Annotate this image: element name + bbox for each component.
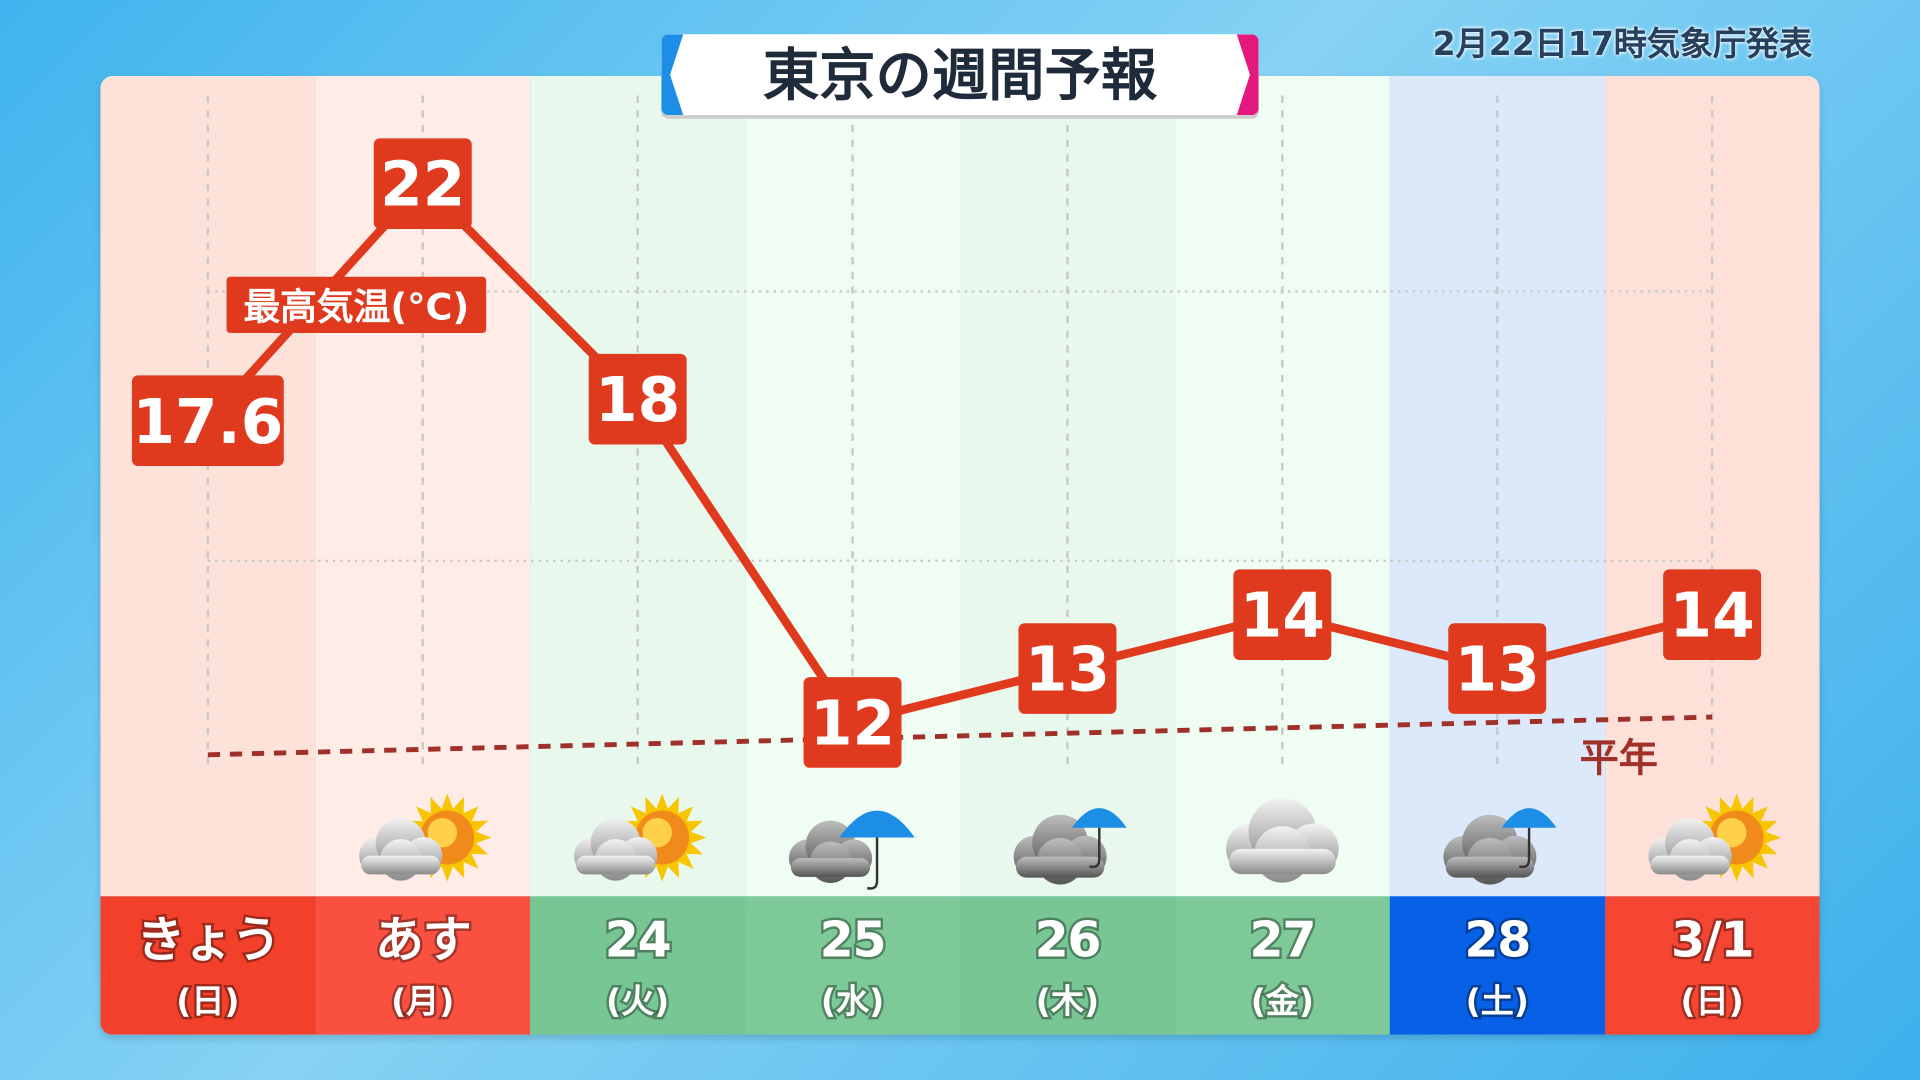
data-point-box (1663, 569, 1762, 661)
day-label: きょう (日) (100, 896, 316, 1035)
day-label: 3/1 (日) (1604, 896, 1820, 1035)
weekday-text: (木) (1033, 981, 1101, 1024)
data-point-box (803, 677, 902, 768)
data-label: 12 (810, 688, 895, 759)
data-label: 13 (1025, 635, 1110, 706)
weekday-text: (火) (604, 981, 672, 1024)
day-label: 24 (火) (530, 896, 746, 1035)
data-point-box (588, 353, 687, 445)
data-label: 13 (1455, 635, 1540, 706)
cloud-rain-weather-icon (1013, 808, 1127, 885)
date-text: 25 (817, 912, 889, 969)
date-text: 24 (602, 912, 674, 969)
date-text: 28 (1462, 912, 1534, 969)
data-label: 14 (1240, 581, 1325, 652)
weekday-text: (土) (1463, 981, 1531, 1024)
date-text: あす (373, 912, 475, 969)
data-label: 18 (595, 365, 680, 436)
date-text: きょう (134, 912, 283, 969)
series-label-box (226, 276, 487, 334)
day-label: 28 (土) (1389, 896, 1605, 1035)
cloud-rain-weather-icon (1443, 808, 1557, 885)
series-label: 最高気温(°C) (243, 286, 469, 329)
day-label: 27 (金) (1174, 896, 1390, 1035)
weekday-text: (金) (1248, 981, 1316, 1024)
date-text: 26 (1032, 912, 1104, 969)
day-label: 25 (水) (745, 896, 961, 1035)
data-point-box (373, 138, 472, 229)
cloud-weather-icon (1226, 798, 1339, 883)
weekday-text: (水) (818, 981, 886, 1024)
data-label: 22 (380, 150, 465, 221)
sun-cloud-weather-icon (1648, 793, 1781, 882)
page-title: 東京の週間予報 (661, 34, 1259, 116)
rain-weather-icon (788, 810, 915, 890)
sun-cloud-weather-icon (359, 793, 492, 882)
weekday-text: (日) (1678, 981, 1746, 1024)
weekday-text: (日) (174, 981, 242, 1024)
data-point-box (1018, 623, 1117, 714)
normal-label: 平年 (1580, 736, 1658, 781)
weekday-text: (月) (389, 981, 457, 1024)
data-point-box (131, 375, 284, 467)
date-text: 3/1 (1668, 912, 1757, 969)
issued-time: 2月22日17時気象庁発表 (1432, 25, 1813, 64)
data-label: 14 (1670, 581, 1755, 652)
data-point-box (1233, 569, 1332, 661)
data-point-box (1448, 623, 1547, 714)
date-text: 27 (1247, 912, 1319, 969)
day-label: 26 (木) (960, 896, 1175, 1035)
sun-cloud-weather-icon (573, 793, 707, 882)
normal-line (207, 714, 1713, 758)
day-label: あす (月) (315, 896, 531, 1035)
data-label: 17.6 (132, 387, 283, 458)
